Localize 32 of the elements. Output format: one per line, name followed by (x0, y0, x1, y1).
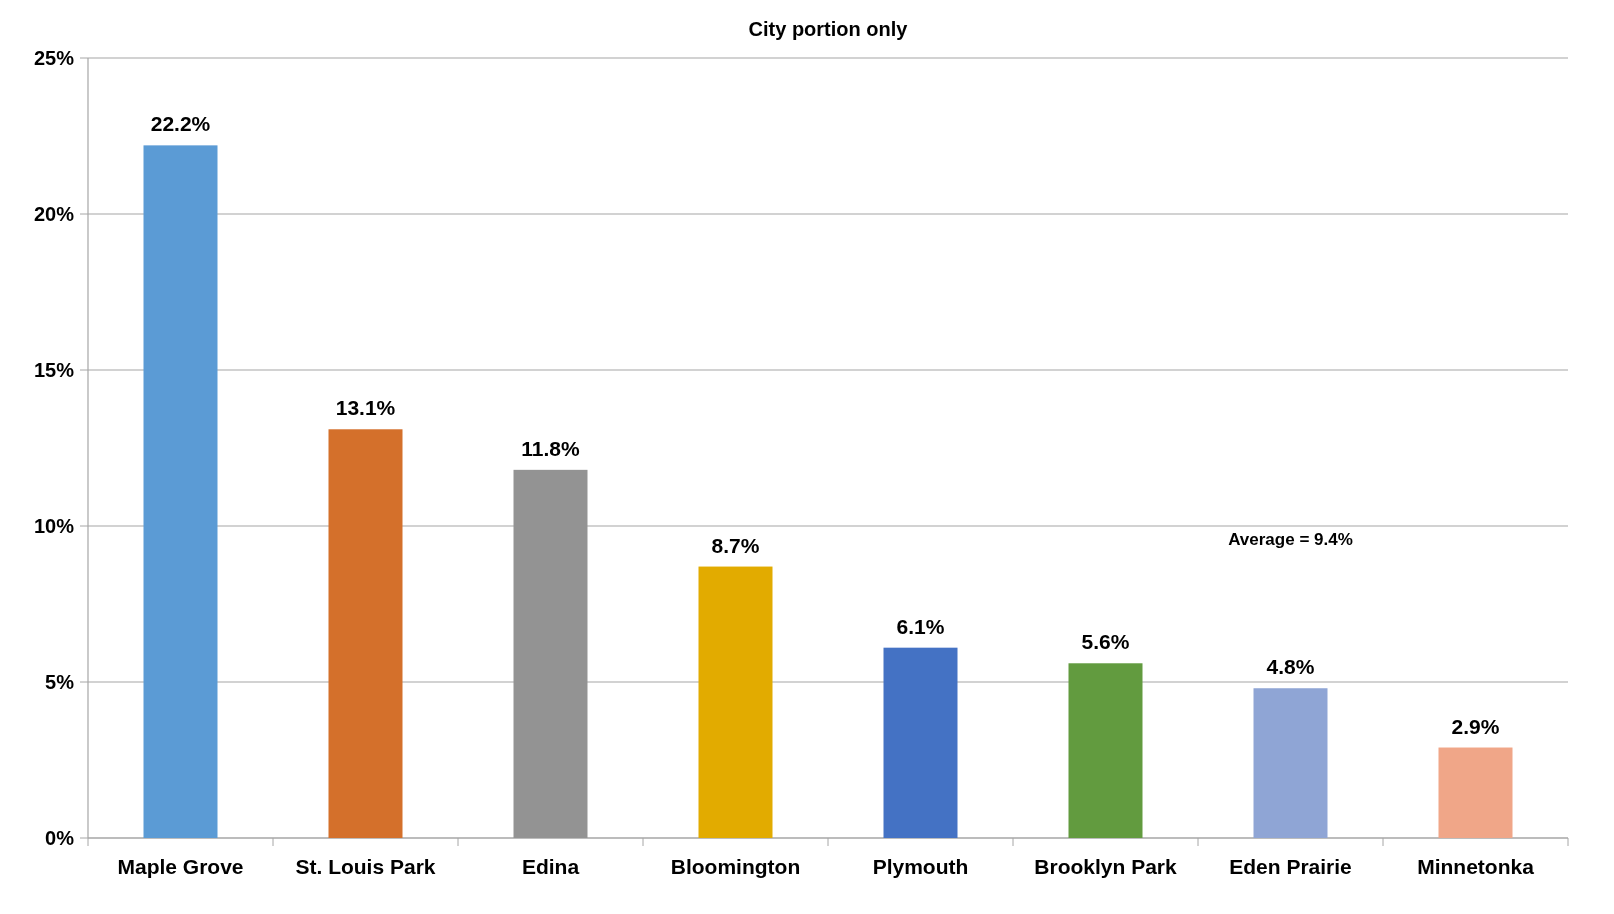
bar (328, 429, 403, 838)
data-label: 2.9% (1451, 714, 1500, 738)
annotation: Average = 9.4% (1228, 529, 1353, 549)
bar (513, 469, 588, 838)
data-label: 5.6% (1081, 630, 1130, 654)
data-label: 22.2% (150, 112, 211, 136)
y-tick-label: 25% (33, 47, 75, 69)
chart-title: City portion only (748, 18, 909, 40)
bar (1438, 747, 1513, 838)
x-tick-label: Eden Prairie (1229, 855, 1352, 878)
x-tick-label: Bloomington (670, 855, 801, 878)
y-tick-label: 15% (33, 359, 75, 381)
y-tick-label: 20% (33, 203, 75, 225)
x-tick-label: Edina (521, 855, 580, 878)
bar (1253, 688, 1328, 838)
x-tick-label: Brooklyn Park (1034, 855, 1178, 878)
bar (883, 647, 958, 838)
data-label: 4.8% (1266, 655, 1315, 679)
data-label: 13.1% (335, 396, 396, 420)
y-tick-label: 10% (33, 515, 75, 537)
bar (698, 566, 773, 838)
x-tick-label: St. Louis Park (295, 855, 436, 878)
x-tick-label: Minnetonka (1417, 855, 1535, 878)
data-label: 8.7% (711, 533, 760, 557)
bar (1068, 663, 1143, 838)
data-label: 11.8% (521, 436, 581, 460)
x-tick-label: Plymouth (872, 855, 969, 878)
y-tick-label: 5% (45, 671, 75, 693)
x-tick-label: Maple Grove (117, 855, 244, 878)
y-tick-label: 0% (45, 827, 75, 849)
bar (143, 145, 218, 838)
data-label: 6.1% (896, 614, 945, 638)
